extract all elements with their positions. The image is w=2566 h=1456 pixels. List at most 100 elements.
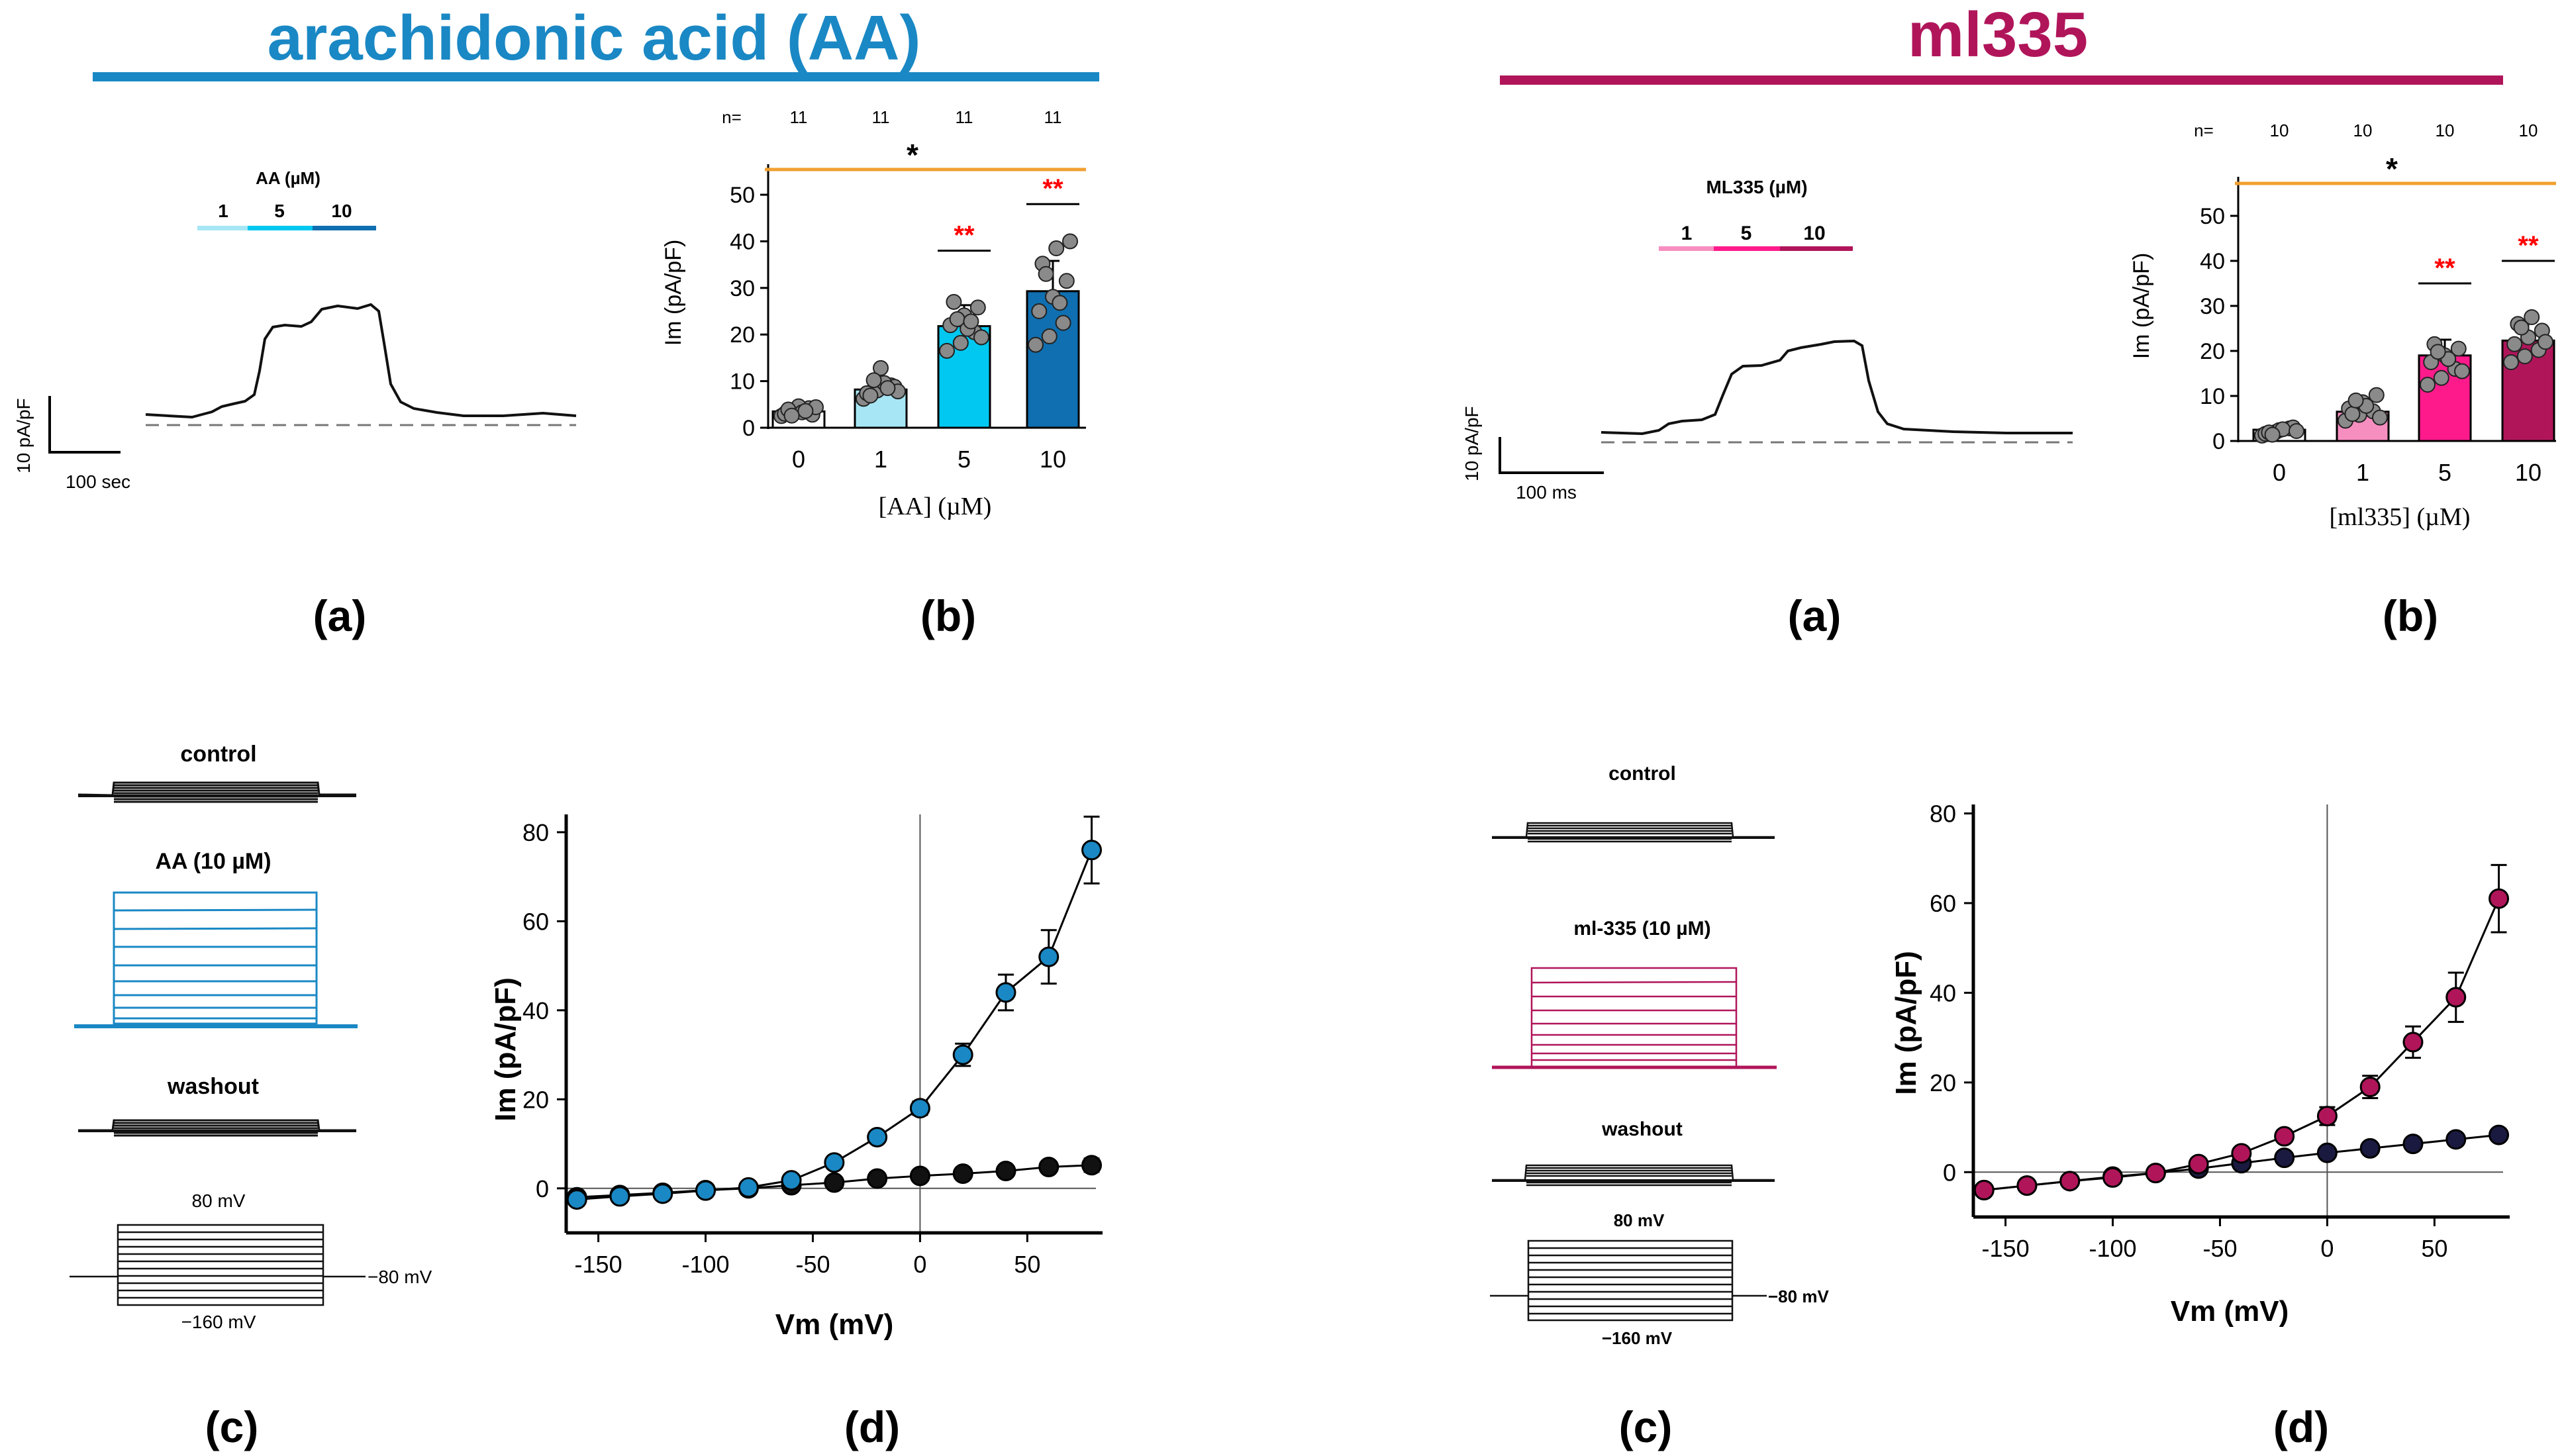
left-a-conc-bar-1 — [197, 226, 248, 230]
aa-bar-data-point — [862, 387, 879, 404]
ml-iv-xtick-label: -50 — [2202, 1235, 2237, 1262]
aa-bar-ytick-label: 30 — [730, 276, 755, 301]
aa-iv-control-point — [995, 1161, 1016, 1182]
left-c-drug-label: AA (10 µM) — [155, 849, 271, 874]
right-a-conc-bar-10 — [1780, 246, 1853, 251]
aa-iv-series-line — [577, 849, 1093, 1201]
ml-bar-pair-sig-star: ** — [2434, 254, 2455, 283]
ml-bar-data-point — [2516, 348, 2533, 365]
ml-bar-n-value: 10 — [2270, 121, 2289, 140]
left-a-scalebar — [48, 396, 121, 454]
right-b-xlabel: [ml335] (µM) — [2330, 503, 2471, 531]
aa-bar-data-point — [1055, 315, 1071, 331]
left-b-panel-label: (b) — [920, 591, 976, 640]
right-b-panel-label: (b) — [2383, 591, 2438, 640]
aa-bar-xtick-label: 10 — [1040, 446, 1066, 473]
left-d-xlabel: Vm (mV) — [775, 1308, 893, 1341]
aa-bar-n-value: 11 — [956, 107, 973, 127]
aa-bar-data-point — [873, 360, 889, 376]
ml-iv-drug-point — [2231, 1143, 2252, 1164]
aa-bar-data-point — [1031, 303, 1048, 320]
aa-iv-control-point — [1081, 1155, 1103, 1176]
aa-bar-n-value: 11 — [790, 107, 808, 127]
aa-iv-xtick-label: -50 — [795, 1251, 830, 1278]
ml-iv-drug-point — [2489, 888, 2510, 909]
left-c-v-bottom: −160 mV — [181, 1312, 256, 1332]
aa-bar-data-point — [946, 293, 962, 310]
right-c-v-bottom: −160 mV — [1602, 1328, 1673, 1348]
aa-bar-data-point — [973, 329, 989, 346]
right-c-voltage-protocol — [1490, 1239, 1767, 1322]
right-c-v-top: 80 mV — [1614, 1210, 1665, 1230]
ml-iv-drug-point — [2016, 1175, 2038, 1196]
aa-bar-data-point — [783, 407, 800, 424]
ml-iv-drug-point — [1973, 1179, 1995, 1200]
ml-iv-control-point — [2359, 1138, 2381, 1159]
aa-iv-control-point — [867, 1168, 888, 1189]
aa-bar-data-point — [879, 380, 896, 397]
aa-bar-xtick-label: 5 — [958, 446, 971, 473]
aa-bar-pair-sig-star: ** — [954, 221, 975, 250]
right-c-panel-label: (c) — [1619, 1402, 1673, 1451]
ml-iv-drug-point — [2102, 1167, 2124, 1188]
ml-iv-xtick-label: 50 — [2421, 1235, 2447, 1262]
aa-iv-control-point — [1038, 1156, 1060, 1177]
ml-bar-data-point — [2506, 336, 2523, 352]
aa-bar-data-point — [865, 372, 882, 389]
ml-iv-drug-point — [2402, 1032, 2424, 1053]
ml-iv-xtick-label: -150 — [1982, 1235, 2030, 1262]
right-d-xlabel: Vm (mV) — [2171, 1295, 2289, 1328]
ml-bar-data-point — [2347, 392, 2364, 409]
left-c-washout-label: washout — [167, 1074, 259, 1099]
aa-bar-data-point — [963, 313, 979, 330]
ml-iv-ytick-label: 20 — [1930, 1069, 1956, 1096]
left-c-control-traces — [77, 781, 356, 803]
left-a-conc-bar-5 — [248, 226, 313, 230]
aa-iv-drug-point — [781, 1170, 802, 1191]
aa-iv-control-point — [952, 1163, 973, 1185]
aa-iv-drug-point — [738, 1177, 759, 1198]
ml-bar-data-point — [2450, 340, 2467, 357]
left-c-voltage-protocol — [70, 1224, 366, 1306]
left-a-conc-10: 10 — [331, 201, 352, 221]
ml-bar-data-point — [2420, 377, 2436, 393]
aa-bar-data-point — [1062, 233, 1078, 250]
left-b-ylabel: Im (pA/pF) — [661, 240, 686, 346]
ml-iv-xtick-label: 0 — [2320, 1235, 2334, 1262]
ml-bar-data-point — [2513, 319, 2530, 336]
ml-iv-control-point — [2316, 1142, 2338, 1163]
ml-iv-ytick-label: 80 — [1930, 801, 1956, 828]
right-c-washout-label: washout — [1601, 1118, 1683, 1140]
right-a-panel-label: (a) — [1788, 591, 1842, 640]
ml-iv-control-point — [2445, 1129, 2467, 1150]
left-c-v-hold: −80 mV — [368, 1267, 432, 1287]
aa-bar-data-point — [939, 342, 955, 359]
right-c-v-hold: −80 mV — [1768, 1286, 1829, 1306]
right-d-iv-chart: 0 20 40 60 80 -150 -100 -50 0 50 — [1930, 801, 2510, 1262]
ml-bar-data-point — [2264, 426, 2281, 443]
right-a-scale-y: 10 pA/pF — [1461, 406, 1482, 481]
ml-bar-ytick-label: 0 — [2212, 429, 2225, 454]
left-c-washout-traces — [78, 1119, 356, 1137]
aa-bar-ytick-label: 0 — [742, 416, 755, 441]
aa-bar-ytick-label: 10 — [730, 369, 755, 395]
aa-bar-data-point — [1058, 273, 1075, 289]
aa-bar-xtick-label: 0 — [792, 446, 805, 473]
ml-bar-xtick-label: 5 — [2438, 459, 2451, 486]
right-title: ml335 — [1908, 0, 2088, 70]
right-d-ylabel: Im (pA/pF) — [1890, 951, 1922, 1095]
ml-iv-drug-point — [2359, 1077, 2381, 1098]
left-a-drug-label: AA (µM) — [256, 168, 321, 188]
ml-bar-n-value: 10 — [2353, 121, 2373, 140]
aa-bar-pair-sig-star: ** — [1042, 174, 1063, 203]
aa-bar-ytick-label: 50 — [730, 183, 755, 208]
ml-bar-ytick-label: 30 — [2200, 294, 2225, 319]
ml-iv-drug-point — [2445, 987, 2467, 1008]
left-c-v-top: 80 mV — [192, 1190, 246, 1211]
aa-bar-data-point — [797, 403, 814, 419]
left-a-panel-label: (a) — [313, 591, 367, 640]
ml-bar-data-point — [2538, 334, 2553, 350]
